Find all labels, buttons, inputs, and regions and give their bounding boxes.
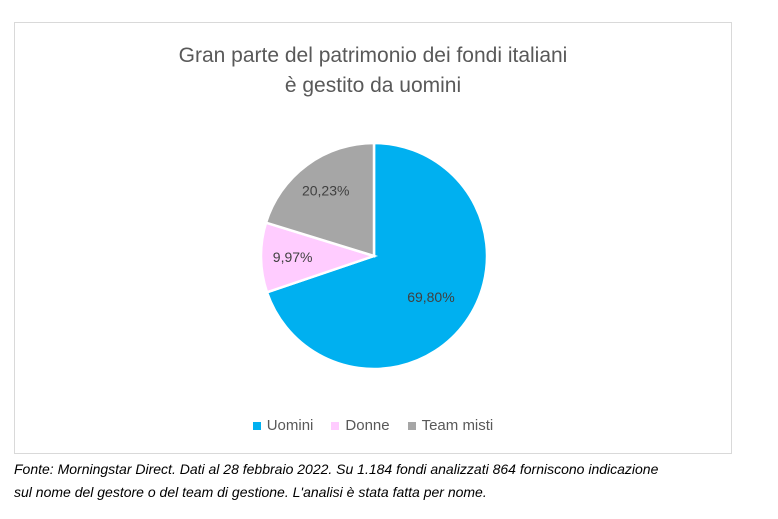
- pie-labels: 69,80% 9,97% 20,23%: [273, 183, 455, 305]
- chart-title-line-1: Gran parte del patrimonio dei fondi ital…: [178, 44, 568, 67]
- pie-slice-team-misti: [264, 141, 376, 258]
- legend: Uomini Donne Team misti: [15, 417, 731, 434]
- legend-item-team-misti: Team misti: [407, 417, 494, 434]
- data-label-uomini: 69,80%: [407, 289, 454, 305]
- pie-chart: 69,80% 9,97% 20,23%: [259, 141, 489, 371]
- legend-label-donne: Donne: [345, 417, 390, 434]
- legend-item-donne: Donne: [331, 417, 390, 434]
- footnote: Fonte: Morningstar Direct. Dati al 28 fe…: [14, 458, 774, 504]
- chart-title-line-2: è gestito da uomini: [284, 74, 462, 97]
- legend-swatch-donne: [331, 421, 340, 430]
- footnote-line-2: sul nome del gestore o del team di gesti…: [14, 484, 487, 500]
- legend-item-uomini: Uomini: [252, 417, 314, 434]
- data-label-donne: 9,97%: [273, 249, 313, 265]
- data-label-team-misti: 20,23%: [302, 183, 349, 199]
- chart-frame: Gran parte del patrimonio dei fondi ital…: [14, 22, 732, 454]
- legend-label-uomini: Uomini: [266, 417, 314, 434]
- legend-swatch-uomini: [252, 421, 261, 430]
- legend-label-team-misti: Team misti: [421, 417, 494, 434]
- chart-title: Gran parte del patrimonio dei fondi ital…: [15, 41, 731, 101]
- pie-slices: [259, 141, 489, 371]
- footnote-line-1: Fonte: Morningstar Direct. Dati al 28 fe…: [14, 461, 659, 477]
- legend-swatch-team-misti: [407, 421, 416, 430]
